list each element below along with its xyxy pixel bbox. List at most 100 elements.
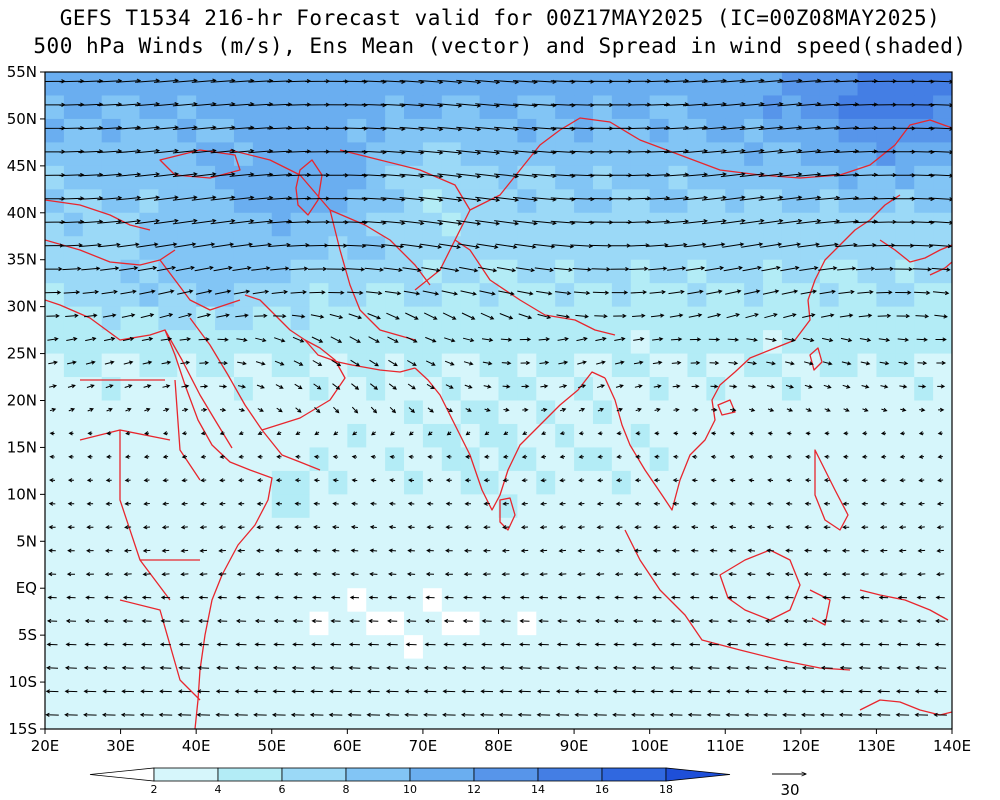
spread-cell	[914, 330, 934, 355]
wind-arrow	[785, 548, 793, 553]
wind-arrow	[672, 384, 681, 389]
spread-cell	[271, 494, 292, 519]
spread-cell	[404, 541, 424, 566]
wind-arrow	[522, 431, 528, 435]
spread-cell	[876, 447, 896, 472]
spread-cell	[139, 283, 159, 308]
spread-cell	[82, 541, 103, 566]
spread-cell	[630, 705, 651, 729]
spread-cell	[233, 705, 254, 729]
spread-cell	[895, 423, 915, 449]
wind-arrow	[97, 219, 123, 224]
wind-arrow	[796, 172, 822, 177]
spread-cell	[139, 470, 159, 495]
spread-cell	[347, 447, 367, 472]
spread-cell	[517, 165, 537, 190]
spread-cell	[309, 423, 330, 449]
spread-cell	[574, 165, 594, 190]
wind-arrow	[445, 501, 453, 506]
spread-cell	[781, 470, 802, 495]
spread-cell	[687, 541, 707, 566]
spread-cell	[63, 353, 84, 378]
spread-cell	[611, 353, 632, 378]
wind-arrow	[739, 218, 765, 225]
wind-arrow	[517, 712, 532, 717]
wind-arrow	[688, 642, 701, 647]
wind-arrow	[819, 712, 834, 717]
spread-cell	[668, 447, 689, 472]
spread-cell	[460, 494, 481, 519]
y-tick-label: 5S	[18, 626, 37, 644]
wind-arrow	[366, 689, 380, 694]
wind-arrow	[66, 595, 76, 600]
wind-arrow	[522, 407, 529, 413]
spread-cell	[876, 283, 896, 308]
wind-arrow	[437, 220, 463, 226]
colorbar-label: 14	[531, 783, 545, 796]
spread-cell	[933, 705, 952, 729]
wind-arrow	[254, 642, 266, 647]
wind-arrow	[62, 266, 82, 271]
wind-arrow	[687, 712, 702, 717]
wind-arrow	[559, 454, 565, 459]
wind-arrow	[838, 712, 853, 717]
spread-cell	[574, 377, 594, 402]
spread-cell	[460, 330, 481, 355]
spread-cell	[914, 635, 934, 660]
wind-arrow	[438, 243, 461, 249]
wind-arrow	[650, 313, 665, 318]
wind-arrow	[257, 408, 264, 412]
wind-arrow	[569, 196, 595, 202]
spread-cell	[366, 306, 386, 331]
spread-cell	[101, 236, 122, 261]
wind-arrow	[275, 525, 283, 530]
spread-cell	[725, 470, 745, 495]
spread-cell	[441, 165, 462, 190]
wind-arrow	[313, 478, 320, 483]
spread-cell	[592, 142, 613, 167]
spread-cell	[838, 635, 859, 660]
wind-arrow	[348, 665, 361, 671]
wind-arrow	[106, 407, 113, 412]
spread-cell	[82, 330, 103, 355]
wind-arrow	[351, 383, 360, 390]
wind-arrow	[632, 642, 644, 647]
spread-cell	[706, 377, 726, 402]
spread-cell	[895, 95, 915, 120]
wind-arrow	[855, 266, 876, 271]
spread-cell	[668, 423, 689, 449]
spread-cell	[101, 541, 122, 566]
caspian-sea	[295, 159, 323, 216]
spread-cell	[687, 564, 707, 589]
spread-cell	[517, 400, 537, 425]
spread-cell	[630, 165, 651, 190]
spread-cell	[309, 682, 330, 707]
spread-cell	[139, 517, 159, 542]
spread-cell	[592, 189, 613, 214]
spread-cell	[725, 189, 745, 214]
spread-cell	[744, 377, 764, 402]
wind-arrow	[351, 406, 359, 414]
spread-cell	[592, 236, 613, 261]
spread-cell	[120, 165, 141, 190]
spread-cell	[687, 236, 707, 261]
wind-arrow	[594, 642, 606, 647]
spread-cell	[611, 95, 632, 120]
spread-cell	[101, 259, 122, 284]
wind-arrow	[210, 125, 236, 130]
spread-cell	[536, 705, 556, 729]
wind-arrow	[576, 336, 588, 342]
spread-cell	[611, 517, 632, 542]
wind-arrow	[899, 384, 908, 389]
spread-cell	[233, 353, 254, 378]
spread-cell	[63, 189, 84, 214]
wind-arrow	[102, 665, 115, 671]
wind-arrow	[350, 359, 361, 367]
spread-cell	[82, 611, 103, 636]
wind-arrow	[804, 478, 811, 483]
spread-cell	[668, 705, 689, 729]
spread-cell	[252, 705, 273, 729]
wind-arrow	[172, 125, 198, 130]
wind-arrow	[635, 454, 641, 459]
spread-cell	[744, 259, 764, 284]
